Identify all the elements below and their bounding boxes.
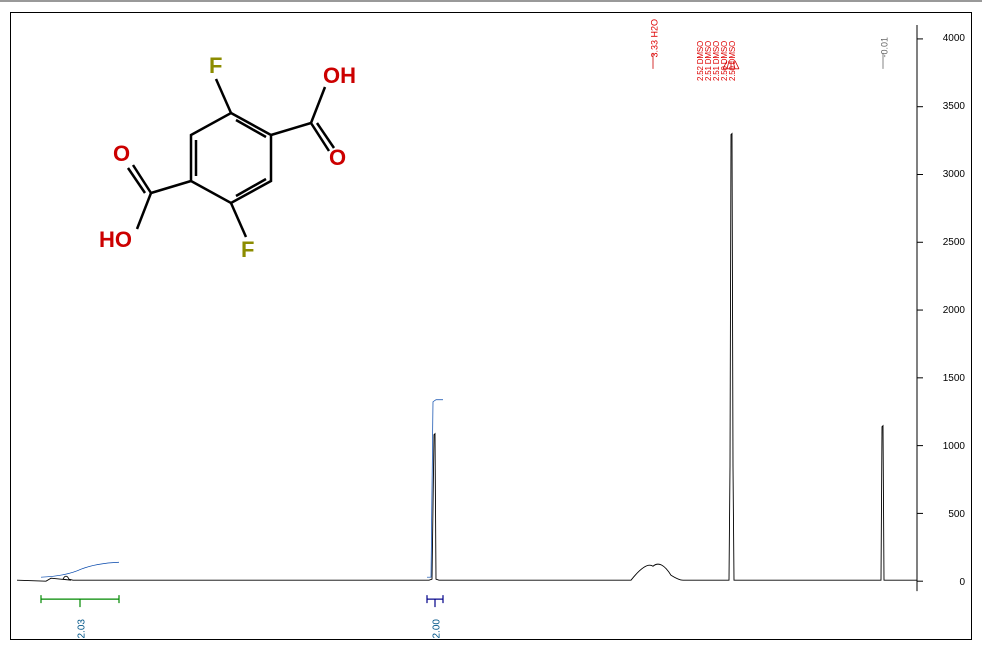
y-axis-ticks [917,25,923,591]
chemical-structure: F F O O OH HO [41,33,391,283]
ytick-0: 0 [959,577,965,588]
atom-O2: O [329,145,346,170]
integral-arh-bracket [427,595,443,607]
integral-arh-value: 2.00 [432,619,443,638]
peak-label-dmso: 2.52 DMSO 2.51 DMSO 2.51 DMSO 2.50 DMSO … [697,41,737,81]
ytick-3500: 3500 [943,101,965,112]
ytick-1000: 1000 [943,441,965,452]
atom-OH1: OH [323,63,356,88]
atom-O1: O [113,141,130,166]
integral-cooh-value: 2.03 [77,619,88,638]
ytick-1500: 1500 [943,373,965,384]
ytick-500: 500 [948,509,965,520]
integral-curve-cooh [41,562,119,577]
nmr-plot-container: 0 500 1000 1500 2000 2500 3000 3500 4000… [0,2,982,650]
peak-label-h2o: 3.33 H2O [651,19,660,58]
ytick-3000: 3000 [943,169,965,180]
ytick-2000: 2000 [943,305,965,316]
ytick-4000: 4000 [943,33,965,44]
integral-cooh-bracket [41,595,119,607]
plot-frame: 0 500 1000 1500 2000 2500 3000 3500 4000… [10,12,972,640]
peak-label-tms: -0.01 [881,37,890,58]
atom-OH2: HO [99,227,132,252]
ytick-2500: 2500 [943,237,965,248]
atom-F1: F [209,53,222,78]
atom-F2: F [241,237,254,262]
